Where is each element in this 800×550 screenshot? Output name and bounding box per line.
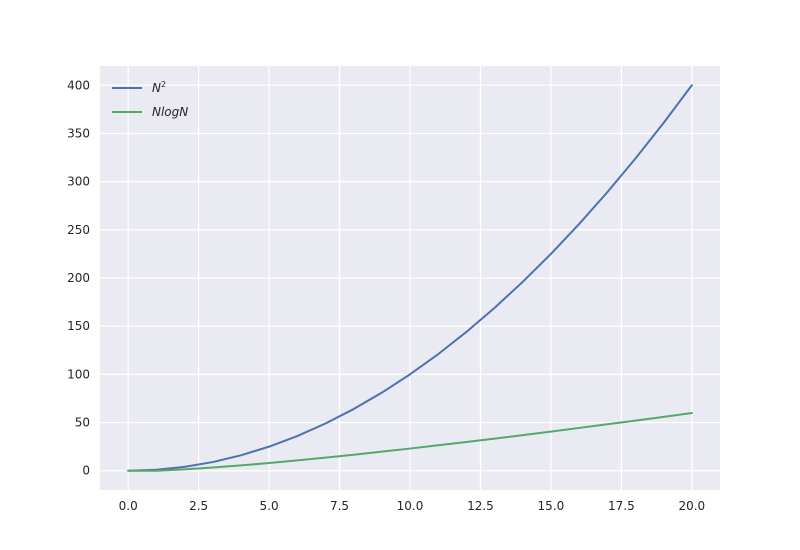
x-tick-label: 7.5 — [330, 499, 349, 513]
y-tick-label: 300 — [67, 175, 90, 189]
x-tick-label: 5.0 — [260, 499, 279, 513]
x-tick-label: 10.0 — [397, 499, 424, 513]
x-axis: 0.0 2.5 5.0 7.5 10.0 12.5 15.0 17.5 20.0 — [119, 499, 706, 513]
y-tick-label: 350 — [67, 126, 90, 140]
legend-label-series-1: N2 — [152, 80, 166, 95]
y-tick-label: 250 — [67, 223, 90, 237]
series-line-2 — [127, 412, 693, 472]
y-tick-label: 100 — [67, 367, 90, 381]
y-tick-label: 400 — [67, 78, 90, 92]
legend-label-series-1-base: N — [152, 81, 161, 95]
y-tick-label: 0 — [82, 464, 90, 478]
legend-label-series-1-superscript: 2 — [161, 80, 166, 89]
y-tick-label: 200 — [67, 271, 90, 285]
y-axis: 0 50 100 150 200 250 300 350 400 — [67, 78, 90, 477]
y-tick-label: 150 — [67, 319, 90, 333]
x-tick-label: 15.0 — [538, 499, 565, 513]
x-tick-label: 17.5 — [608, 499, 635, 513]
legend-label-series-2: NlogN — [152, 105, 188, 119]
y-tick-label: 50 — [75, 416, 90, 430]
series-lines — [127, 84, 693, 472]
x-tick-label: 2.5 — [189, 499, 208, 513]
series-line-1 — [127, 84, 693, 472]
legend: N2 NlogN — [112, 80, 188, 119]
x-tick-label: 0.0 — [119, 499, 138, 513]
x-tick-label: 12.5 — [467, 499, 494, 513]
x-tick-label: 20.0 — [678, 499, 705, 513]
